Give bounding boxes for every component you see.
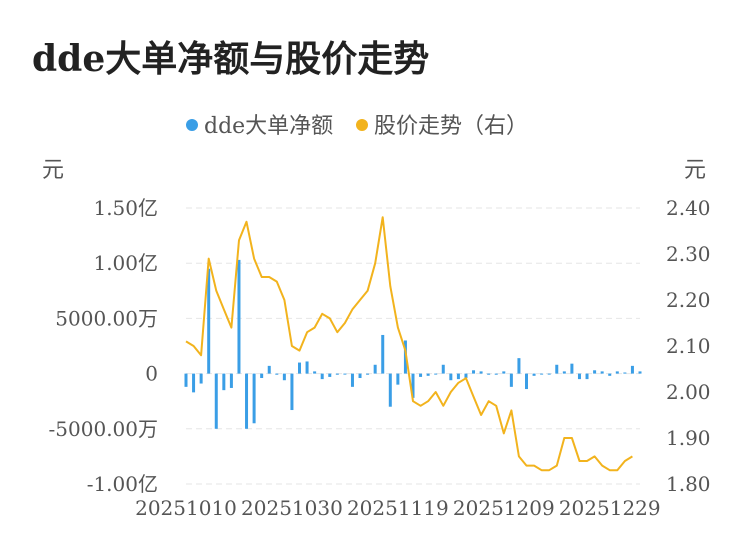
dde-bar — [222, 373, 226, 391]
dde-bar — [487, 373, 491, 375]
dde-bar — [623, 372, 627, 374]
legend-label-dde: dde大单净额 — [204, 114, 333, 139]
dde-bar — [426, 373, 430, 376]
dde-bar — [290, 373, 294, 411]
right-tick-label: 2.00 — [666, 380, 711, 404]
dde-bar — [479, 371, 483, 374]
dde-bar — [509, 373, 513, 387]
left-tick-label: 5000.00万 — [55, 306, 158, 330]
dde-bar — [600, 371, 604, 374]
dde-bar — [615, 371, 619, 374]
dde-bar — [214, 373, 218, 429]
dde-bar — [207, 268, 211, 374]
x-tick-label: 20251030 — [241, 496, 343, 520]
dde-bar — [275, 373, 279, 375]
right-tick-label: 1.90 — [666, 426, 711, 450]
dde-bar — [328, 373, 332, 377]
bar-series — [184, 259, 642, 429]
left-tick-label: 1.50亿 — [93, 196, 158, 220]
dde-bar — [388, 373, 392, 407]
dde-bar — [449, 373, 453, 381]
right-axis-ticks: 2.40 2.30 2.20 2.10 2.00 1.90 1.80 — [666, 196, 711, 496]
dde-bar — [608, 373, 612, 376]
dde-bar — [305, 361, 309, 374]
right-tick-label: 2.10 — [666, 334, 711, 358]
dde-bar — [456, 373, 460, 380]
legend: dde大单净额 股价走势（右） — [186, 114, 528, 139]
dde-bar — [252, 373, 256, 424]
dde-bar — [313, 371, 317, 374]
dde-bar — [350, 373, 354, 387]
dde-bar — [577, 373, 581, 380]
dde-bar — [320, 373, 324, 380]
dde-bar — [199, 373, 203, 384]
dde-bar — [464, 373, 468, 379]
legend-marker-dde — [186, 119, 198, 131]
price-line — [185, 216, 633, 472]
left-tick-label: 0 — [145, 362, 158, 386]
dde-bar — [525, 373, 528, 390]
left-tick-label: -5000.00万 — [49, 417, 158, 441]
right-axis-unit: 元 — [684, 158, 706, 183]
dde-bar — [638, 371, 642, 374]
dde-bar — [419, 373, 423, 377]
dde-bar — [517, 358, 521, 374]
left-axis-ticks: 1.50亿 1.00亿 5000.00万 0 -5000.00万 -1.00亿 — [49, 196, 158, 496]
x-tick-label: 20251119 — [347, 496, 449, 520]
dde-bar — [593, 370, 597, 374]
x-tick-label: 20251209 — [453, 496, 555, 520]
right-tick-label: 2.40 — [666, 196, 711, 220]
dde-bar — [184, 373, 188, 387]
dde-bar — [570, 363, 574, 374]
dde-bar — [237, 259, 241, 374]
right-tick-label: 2.20 — [666, 288, 711, 312]
dde-bar — [434, 373, 438, 375]
dde-bar — [585, 373, 589, 380]
dde-bar — [373, 364, 377, 374]
line-series — [185, 216, 633, 472]
dde-bar — [298, 362, 301, 374]
dde-bar — [229, 373, 233, 388]
dde-bar — [472, 370, 476, 374]
legend-label-price: 股价走势（右） — [374, 114, 528, 139]
dde-bar — [494, 373, 498, 375]
dde-bar — [335, 373, 339, 375]
dde-bar — [630, 365, 634, 374]
dde-bar — [502, 371, 506, 374]
dde-bar — [267, 365, 271, 374]
x-tick-label: 20251010 — [135, 496, 237, 520]
right-tick-label: 1.80 — [666, 472, 711, 496]
x-tick-label: 20251229 — [559, 496, 661, 520]
dde-bar — [260, 373, 264, 379]
dde-bar — [381, 334, 385, 374]
dde-bar — [532, 373, 536, 376]
dde-bar — [547, 373, 551, 375]
dde-bar — [540, 373, 544, 375]
dde-bar — [343, 373, 347, 375]
dde-bar — [396, 373, 400, 385]
dde-bar — [245, 373, 249, 429]
dde-bar — [366, 373, 370, 375]
gridlines — [186, 207, 640, 485]
dde-bar — [411, 373, 415, 398]
right-tick-label: 2.30 — [666, 242, 711, 266]
chart-title: dde大单净额与股价走势 — [32, 38, 430, 80]
dde-bar — [441, 364, 445, 374]
left-tick-label: 1.00亿 — [93, 251, 158, 275]
left-tick-label: -1.00亿 — [87, 472, 158, 496]
left-axis-unit: 元 — [42, 158, 64, 183]
x-axis-ticks: 20251010 20251030 20251119 20251209 20251229 — [135, 496, 661, 520]
dde-bar — [282, 373, 286, 381]
dde-bar — [192, 373, 196, 393]
dde-bar — [358, 373, 362, 379]
dde-bar — [562, 371, 566, 374]
dde-bar — [555, 364, 559, 374]
legend-marker-price — [356, 119, 368, 131]
